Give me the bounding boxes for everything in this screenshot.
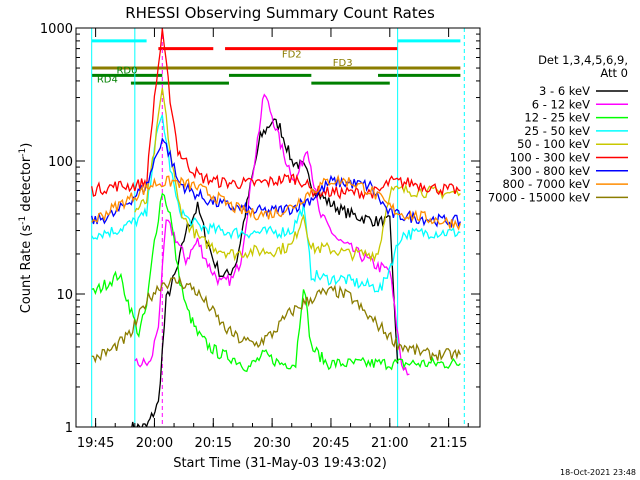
legend-header-1: Det 1,3,4,5,6,9, [538, 53, 628, 67]
x-tick-label-3: 20:30 [253, 436, 290, 451]
marker-lines [91, 28, 465, 427]
y-label-part-2: detector [19, 156, 34, 216]
y-tick-label-3: 1000 [40, 22, 73, 37]
y-label-part-3: ) [19, 143, 34, 148]
y-axis: 1 10 100 1000 [40, 22, 480, 436]
y-tick-label-2: 100 [48, 155, 73, 170]
series-line-8 [91, 275, 461, 364]
y-tick-label-0: 1 [65, 421, 73, 436]
bar-label-2: RD0 [116, 65, 137, 76]
legend-label-7: 800 - 7000 keV [502, 177, 590, 191]
y-label-sup-2: -1 [18, 148, 28, 157]
x-tick-label-0: 19:45 [77, 436, 114, 451]
plot-frame [75, 27, 481, 428]
legend-label-5: 100 - 300 keV [510, 151, 590, 165]
x-axis-label: Start Time (31-May-03 19:43:02) [173, 456, 387, 471]
series-line-4 [134, 87, 461, 263]
legend-label-1: 6 - 12 keV [532, 97, 590, 111]
y-label-part-1: Count Rate (s [19, 225, 34, 314]
x-tick-label-2: 20:15 [195, 436, 232, 451]
instrument-state-bars [91, 39, 461, 85]
x-tick-label-1: 20:00 [136, 436, 173, 451]
series-line-3 [91, 114, 461, 293]
legend-label-0: 3 - 6 keV [539, 84, 590, 98]
x-tick-label-6: 21:15 [430, 436, 467, 451]
x-tick-label-4: 20:45 [312, 436, 349, 451]
x-tick-label-5: 21:00 [371, 436, 408, 451]
series-line-2 [91, 192, 461, 373]
y-axis-label: Count Rate (s-1 detector-1) [18, 143, 34, 314]
legend-header-2: Att 0 [600, 66, 628, 80]
bar-label-1: FD3 [333, 58, 353, 69]
y-tick-label-1: 10 [56, 288, 73, 303]
series-line-1 [134, 93, 410, 376]
bar-label-0: FD2 [282, 50, 302, 61]
legend-label-4: 50 - 100 keV [517, 137, 590, 151]
series-line-5 [91, 28, 461, 200]
series-line-0 [131, 118, 399, 427]
render-timestamp: 18-Oct-2021 23:48 [560, 468, 636, 477]
y-label-sup-1: -1 [18, 216, 28, 225]
chart-title: RHESSI Observing Summary Count Rates [125, 4, 435, 22]
legend-label-2: 12 - 25 keV [524, 111, 590, 125]
legend-label-3: 25 - 50 keV [524, 124, 590, 138]
legend-label-8: 7000 - 15000 keV [488, 190, 590, 204]
series-line-7 [91, 174, 462, 231]
series-layer [91, 28, 462, 427]
bar-label-3: RD4 [97, 74, 118, 85]
legend-label-6: 300 - 800 keV [510, 164, 590, 178]
x-axis: 19:45 20:00 20:15 20:30 20:45 21:00 21:15 [75, 28, 469, 451]
